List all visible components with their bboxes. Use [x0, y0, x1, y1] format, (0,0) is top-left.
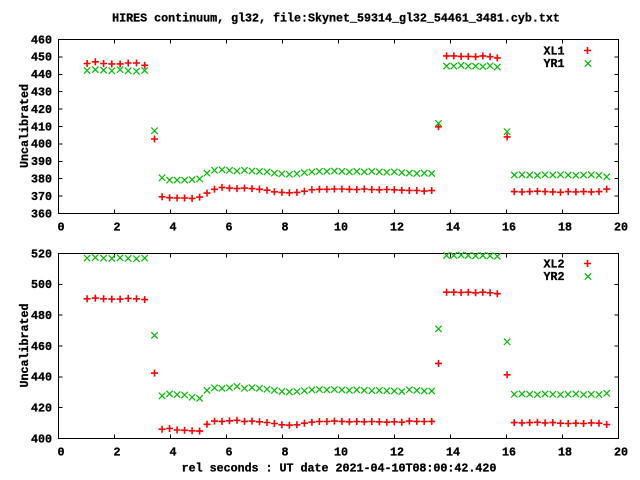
svg-text:400: 400 — [31, 432, 52, 446]
svg-text:380: 380 — [31, 173, 52, 187]
svg-text:6: 6 — [226, 446, 233, 460]
svg-text:420: 420 — [31, 103, 52, 117]
svg-text:2: 2 — [114, 221, 121, 235]
svg-text:16: 16 — [502, 221, 516, 235]
svg-text:20: 20 — [614, 446, 628, 460]
svg-text:8: 8 — [282, 221, 289, 235]
svg-text:400: 400 — [31, 138, 52, 152]
svg-text:4: 4 — [170, 221, 177, 235]
svg-text:370: 370 — [31, 190, 52, 204]
svg-text:XL1: XL1 — [544, 45, 565, 59]
svg-text:YR2: YR2 — [544, 270, 565, 284]
svg-text:2: 2 — [114, 446, 121, 460]
svg-text:460: 460 — [31, 340, 52, 354]
svg-text:14: 14 — [446, 221, 460, 235]
svg-text:390: 390 — [31, 155, 52, 169]
svg-text:18: 18 — [558, 446, 572, 460]
svg-text:480: 480 — [31, 309, 52, 323]
svg-text:Uncalibrated: Uncalibrated — [18, 84, 32, 168]
svg-text:410: 410 — [31, 120, 52, 134]
svg-text:10: 10 — [334, 221, 348, 235]
svg-text:450: 450 — [31, 51, 52, 65]
svg-text:20: 20 — [614, 221, 628, 235]
svg-text:420: 420 — [31, 401, 52, 415]
svg-text:12: 12 — [390, 446, 404, 460]
svg-text:0: 0 — [58, 446, 65, 460]
svg-text:12: 12 — [390, 221, 404, 235]
svg-text:520: 520 — [31, 247, 52, 261]
svg-text:YR1: YR1 — [544, 57, 565, 71]
svg-text:4: 4 — [170, 446, 177, 460]
svg-text:HIRES continuum, gl32, file:Sk: HIRES continuum, gl32, file:Skynet_59314… — [112, 12, 560, 26]
svg-text:16: 16 — [502, 446, 516, 460]
svg-text:XL2: XL2 — [544, 258, 565, 272]
svg-text:500: 500 — [31, 278, 52, 292]
svg-text:14: 14 — [446, 446, 460, 460]
svg-text:0: 0 — [58, 221, 65, 235]
svg-text:430: 430 — [31, 86, 52, 100]
svg-text:10: 10 — [334, 446, 348, 460]
svg-text:Uncalibrated: Uncalibrated — [18, 304, 32, 388]
svg-text:8: 8 — [282, 446, 289, 460]
svg-text:360: 360 — [31, 207, 52, 221]
svg-text:18: 18 — [558, 221, 572, 235]
svg-text:460: 460 — [31, 33, 52, 47]
svg-text:440: 440 — [31, 371, 52, 385]
svg-text:440: 440 — [31, 68, 52, 82]
svg-text:6: 6 — [226, 221, 233, 235]
svg-text:rel seconds : UT date 2021-04-: rel seconds : UT date 2021-04-10T08:00:4… — [182, 462, 497, 476]
